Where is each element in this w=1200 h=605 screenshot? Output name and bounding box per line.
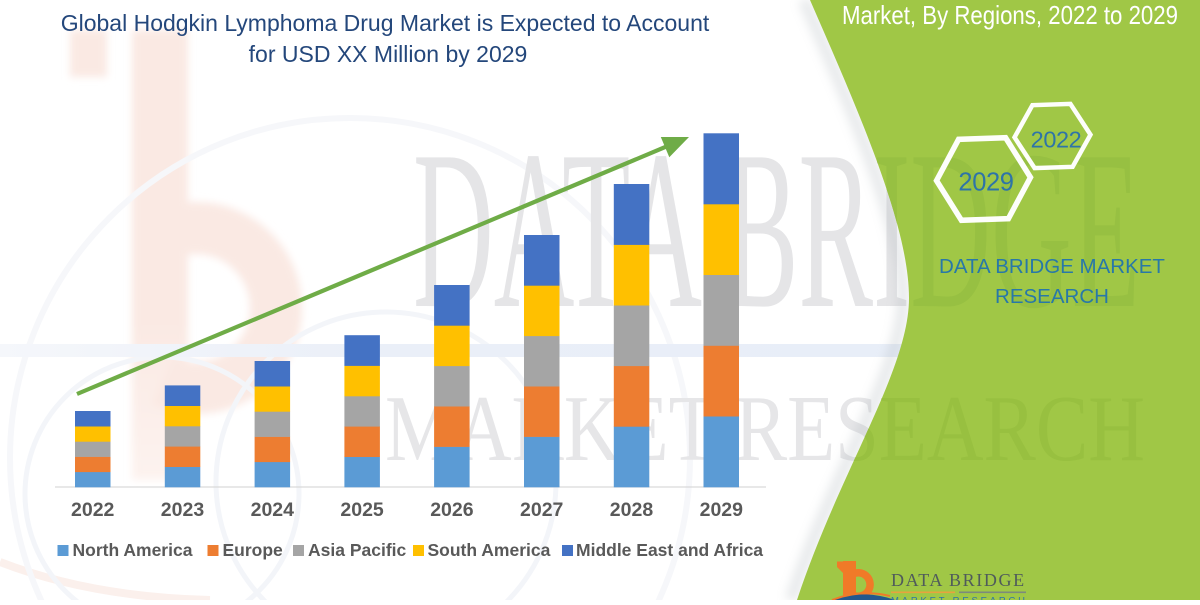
svg-text:2024: 2024	[251, 499, 295, 521]
svg-text:MARKET RESEARCH: MARKET RESEARCH	[891, 596, 1028, 601]
svg-text:2023: 2023	[161, 499, 205, 521]
svg-text:DATA BRIDGE: DATA BRIDGE	[891, 570, 1026, 590]
svg-text:2026: 2026	[430, 499, 474, 521]
svg-text:Market, By Regions, 2022 to 20: Market, By Regions, 2022 to 2029	[842, 0, 1178, 30]
svg-text:2028: 2028	[610, 499, 654, 521]
svg-text:2029: 2029	[958, 169, 1013, 197]
svg-text:North America: North America	[73, 540, 193, 560]
svg-text:2022: 2022	[1031, 127, 1082, 153]
svg-text:2029: 2029	[700, 499, 744, 521]
svg-text:Europe: Europe	[223, 540, 284, 560]
svg-text:2022: 2022	[71, 499, 115, 521]
svg-text:2027: 2027	[520, 499, 563, 521]
svg-text:Asia Pacific: Asia Pacific	[308, 540, 407, 560]
svg-text:Middle East and Africa: Middle East and Africa	[576, 540, 763, 560]
svg-text:for USD XX Million by 2029: for USD XX Million by 2029	[249, 41, 528, 67]
svg-text:South America: South America	[428, 540, 551, 560]
svg-text:Global Hodgkin Lymphoma Drug M: Global Hodgkin Lymphoma Drug Market is E…	[61, 10, 710, 36]
svg-text:DATA BRIDGE MARKET: DATA BRIDGE MARKET	[939, 255, 1165, 278]
svg-text:2025: 2025	[340, 499, 384, 521]
svg-text:RESEARCH: RESEARCH	[995, 285, 1109, 308]
